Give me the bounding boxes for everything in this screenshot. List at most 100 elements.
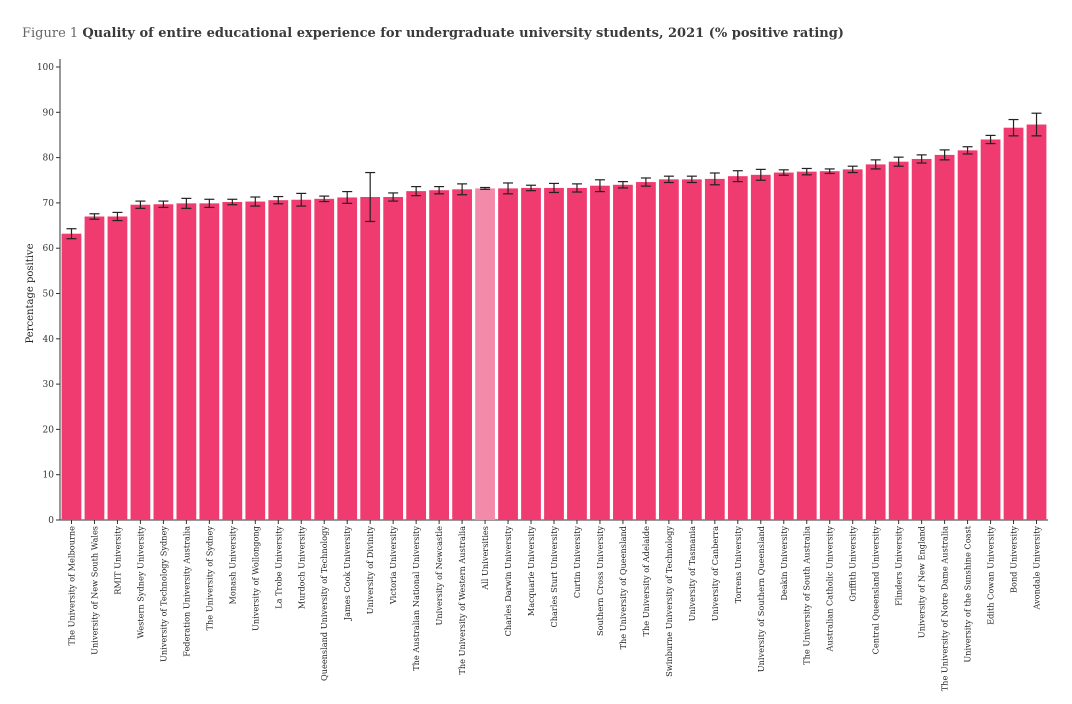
- x-tick-label: Deakin University: [779, 526, 789, 601]
- bar: [429, 190, 449, 520]
- x-tick-label: All Universities: [480, 526, 490, 591]
- figure-number: Figure 1: [22, 26, 79, 41]
- bar: [498, 188, 518, 521]
- bar: [360, 197, 381, 521]
- x-tick-label: Federation University Australia: [181, 526, 191, 657]
- y-tick-label: 90: [43, 108, 55, 118]
- y-tick-label: 100: [37, 63, 54, 73]
- bar: [750, 174, 771, 520]
- bar: [796, 171, 817, 520]
- y-tick-label: 40: [43, 335, 55, 345]
- x-tick-label: The University of Queensland: [618, 526, 628, 649]
- bar: [475, 188, 495, 521]
- error-bar: [365, 171, 376, 223]
- error-bar: [709, 172, 720, 186]
- y-tick-label: 80: [43, 154, 55, 164]
- bar: [888, 161, 909, 520]
- error-bars: [66, 112, 1042, 240]
- bars: [61, 124, 1047, 521]
- x-tick-label: Victoria University: [388, 526, 398, 605]
- x-tick-label: Bond University: [1009, 526, 1019, 593]
- bar: [544, 187, 564, 521]
- x-tick-label: Western Sydney University: [135, 526, 145, 639]
- x-tick-label: Queensland University of Technology: [319, 526, 329, 681]
- x-tick-label: The Australian National University: [411, 526, 421, 671]
- y-tick-label: 30: [43, 380, 55, 390]
- error-bar: [89, 213, 100, 220]
- x-tick-label: Macquarie University: [526, 526, 536, 617]
- error-bar: [617, 181, 628, 189]
- error-bar: [112, 211, 123, 222]
- bar: [590, 185, 610, 520]
- x-tick-label: The University of Melbourne: [66, 526, 76, 646]
- error-bar: [296, 192, 307, 207]
- bar: [153, 204, 174, 520]
- bar: [819, 171, 840, 520]
- y-tick-label: 10: [43, 471, 55, 481]
- bar: [268, 200, 289, 520]
- x-tick-label: The University of Notre Dame Australia: [940, 526, 950, 691]
- x-tick-label: Charles Darwin University: [503, 526, 513, 637]
- x-tick-label: Flinders University: [894, 526, 904, 606]
- error-bar: [801, 167, 812, 176]
- error-bar: [732, 170, 743, 183]
- bar: [613, 184, 633, 520]
- bar: [176, 203, 197, 520]
- error-bar: [158, 200, 169, 209]
- x-tick-label: Murdoch University: [296, 526, 306, 609]
- bar: [61, 233, 82, 521]
- error-bar: [870, 159, 881, 170]
- error-bar: [457, 183, 468, 196]
- y-tick-label: 50: [43, 290, 55, 300]
- error-bar: [594, 179, 605, 193]
- x-tick-label: La Trobe University: [273, 526, 283, 609]
- figure-title-text: Quality of entire educational experience…: [82, 26, 844, 41]
- error-bar: [893, 156, 904, 167]
- bar: [911, 158, 932, 521]
- bar: [659, 179, 679, 520]
- x-tick-label: University of Divinity: [365, 526, 375, 615]
- x-tick-label: The University of Western Australia: [457, 526, 467, 675]
- bar: [245, 201, 266, 520]
- y-tick-label: 20: [43, 425, 55, 435]
- error-bar: [503, 182, 514, 195]
- bar: [934, 154, 955, 520]
- bar: [842, 169, 863, 521]
- x-tick-label: University of Technology Sydney: [158, 526, 168, 662]
- x-tick-label: University of Newcastle: [434, 526, 444, 626]
- bar: [567, 187, 587, 521]
- x-tick-label: Central Queensland University: [871, 526, 881, 655]
- error-bar: [181, 197, 192, 209]
- x-tick-label: University of Southern Queensland: [756, 526, 766, 672]
- x-tick-label: Torrens University: [733, 526, 743, 604]
- bar: [521, 187, 541, 521]
- x-axis-labels: The University of Melbourne University of…: [66, 520, 1042, 691]
- bar: [383, 197, 404, 521]
- error-bar: [640, 177, 651, 187]
- error-bar: [778, 169, 789, 176]
- error-bar: [273, 195, 284, 205]
- error-bar: [319, 195, 330, 203]
- error-bar: [663, 175, 674, 184]
- x-tick-label: The University of Sydney: [204, 526, 214, 631]
- bar: [84, 216, 105, 521]
- x-tick-label: University of New England: [917, 526, 927, 638]
- bar: [337, 197, 358, 521]
- error-bar: [549, 182, 559, 194]
- x-tick-label: University of Tasmania: [687, 526, 697, 622]
- y-tick-label: 0: [48, 516, 54, 526]
- error-bar: [847, 165, 858, 174]
- y-tick-label: 70: [43, 199, 55, 209]
- figure-title: Figure 1 Quality of entire educational e…: [22, 26, 844, 41]
- x-tick-label: Charles Sturt University: [549, 526, 559, 628]
- x-tick-label: RMIT University: [112, 526, 122, 595]
- bar: [199, 203, 220, 520]
- bar: [314, 198, 335, 520]
- bar: [1003, 127, 1024, 521]
- error-bar: [480, 186, 491, 190]
- bar: [107, 216, 128, 521]
- x-tick-label: University of the Sunshine Coast: [963, 525, 973, 662]
- error-bar: [135, 200, 146, 209]
- error-bar: [962, 146, 973, 155]
- error-bar: [824, 168, 835, 175]
